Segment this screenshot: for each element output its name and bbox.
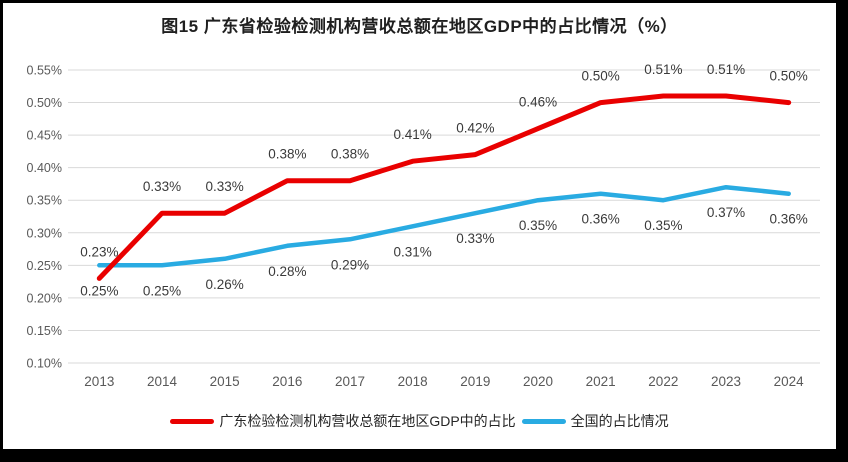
data-label: 0.29%: [331, 257, 369, 272]
legend-item-national: 全国的占比情况: [521, 411, 669, 431]
data-label: 0.33%: [206, 179, 244, 194]
data-label: 0.33%: [143, 179, 181, 194]
legend: 广东检验检测机构营收总额在地区GDP中的占比 全国的占比情况: [3, 411, 836, 431]
legend-label-national: 全国的占比情况: [570, 413, 669, 429]
y-tick-label: 0.15%: [27, 324, 62, 338]
series-line-guangdong: [96, 93, 792, 281]
data-label: 0.46%: [519, 95, 557, 110]
data-label: 0.42%: [456, 121, 494, 136]
x-tick-label: 2018: [398, 374, 428, 389]
data-label: 0.37%: [707, 205, 745, 220]
data-label: 0.51%: [644, 62, 682, 77]
x-tick-label: 2024: [774, 374, 805, 389]
legend-line-swatch-guangdong: [170, 418, 215, 424]
data-label: 0.36%: [582, 212, 620, 227]
x-tick-label: 2021: [586, 374, 616, 389]
data-label: 0.50%: [582, 69, 620, 84]
data-label: 0.38%: [268, 147, 306, 162]
x-tick-label: 2020: [523, 374, 553, 389]
y-tick-label: 0.20%: [27, 291, 62, 305]
y-tick-label: 0.45%: [27, 129, 62, 143]
y-tick-label: 0.50%: [27, 96, 62, 110]
series-line-national: [97, 184, 791, 268]
chart-title: 图15 广东省检验检测机构营收总额在地区GDP中的占比情况（%）: [161, 17, 678, 36]
data-label: 0.35%: [644, 218, 682, 233]
data-label: 0.33%: [456, 231, 494, 246]
x-tick-label: 2019: [460, 374, 490, 389]
y-tick-label: 0.35%: [27, 194, 62, 208]
x-tick-label: 2017: [335, 374, 365, 389]
x-tick-label: 2022: [648, 374, 678, 389]
y-tick-label: 0.30%: [27, 226, 62, 240]
legend-label-guangdong: 广东检验检测机构营收总额在地区GDP中的占比: [219, 413, 516, 429]
legend-line-swatch-national: [521, 418, 566, 424]
data-label: 0.25%: [80, 283, 118, 298]
data-label: 0.26%: [206, 277, 244, 292]
x-tick-label: 2023: [711, 374, 741, 389]
y-tick-label: 0.10%: [27, 357, 62, 371]
data-label: 0.36%: [770, 212, 808, 227]
data-label: 0.41%: [394, 127, 432, 142]
x-tick-label: 2015: [210, 374, 240, 389]
data-label: 0.23%: [80, 244, 118, 259]
y-tick-label: 0.40%: [27, 161, 62, 175]
legend-item-guangdong: 广东检验检测机构营收总额在地区GDP中的占比: [170, 411, 516, 431]
data-label: 0.25%: [143, 283, 181, 298]
data-label: 0.28%: [268, 264, 306, 279]
data-label: 0.31%: [394, 244, 432, 259]
data-label: 0.50%: [770, 69, 808, 84]
data-label: 0.51%: [707, 62, 745, 77]
x-tick-label: 2014: [147, 374, 178, 389]
x-tick-label: 2016: [272, 374, 302, 389]
y-tick-label: 0.55%: [27, 64, 62, 78]
y-tick-label: 0.25%: [27, 259, 62, 273]
data-label: 0.35%: [519, 218, 557, 233]
x-tick-label: 2013: [84, 374, 114, 389]
data-label: 0.38%: [331, 147, 369, 162]
